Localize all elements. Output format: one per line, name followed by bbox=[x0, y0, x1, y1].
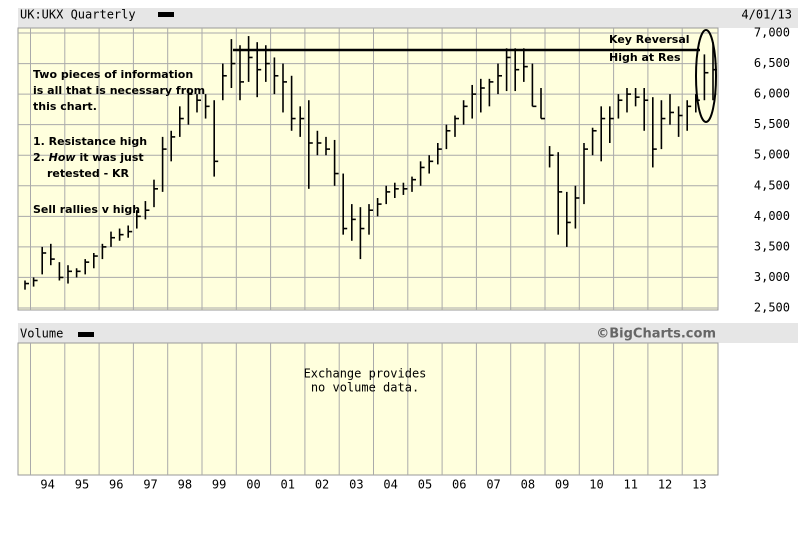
x-tick-label: 07 bbox=[486, 478, 500, 492]
annotation: Key Reversal bbox=[609, 33, 690, 46]
y-tick-label: 3,500 bbox=[754, 239, 790, 253]
volume-note: no volume data. bbox=[311, 381, 419, 395]
x-tick-label: 05 bbox=[418, 478, 432, 492]
title-marker bbox=[158, 12, 174, 17]
header-bar bbox=[18, 8, 798, 28]
x-tick-label: 95 bbox=[75, 478, 89, 492]
x-tick-label: 13 bbox=[692, 478, 706, 492]
y-tick-label: 3,000 bbox=[754, 270, 790, 284]
x-tick-label: 01 bbox=[281, 478, 295, 492]
y-tick-label: 2,500 bbox=[754, 300, 790, 314]
annotation: How bbox=[49, 151, 77, 164]
annotation: 1. Resistance high bbox=[33, 135, 147, 148]
x-tick-label: 96 bbox=[109, 478, 123, 492]
annotation: Sell rallies v high bbox=[33, 203, 140, 216]
annotation: Two pieces of information bbox=[33, 68, 193, 81]
reversal-circle bbox=[695, 29, 717, 123]
volume-title: Volume bbox=[20, 327, 63, 341]
y-tick-label: 7,000 bbox=[754, 26, 790, 40]
volume-note: Exchange provides bbox=[304, 367, 427, 381]
annotation: High at Res bbox=[609, 51, 681, 64]
x-tick-label: 12 bbox=[658, 478, 672, 492]
x-tick-label: 94 bbox=[40, 478, 54, 492]
annotation: 2. How it was just bbox=[33, 151, 144, 164]
source: ©BigCharts.com bbox=[596, 327, 716, 342]
x-tick-label: 99 bbox=[212, 478, 226, 492]
y-tick-label: 6,500 bbox=[754, 56, 790, 70]
y-tick-label: 5,000 bbox=[754, 148, 790, 162]
x-tick-label: 00 bbox=[246, 478, 260, 492]
x-tick-label: 08 bbox=[521, 478, 535, 492]
y-tick-label: 6,000 bbox=[754, 87, 790, 101]
volume-marker bbox=[78, 332, 94, 337]
y-tick-label: 4,000 bbox=[754, 209, 790, 223]
price-panel bbox=[17, 27, 719, 311]
x-tick-label: 02 bbox=[315, 478, 329, 492]
volume-header bbox=[18, 323, 798, 343]
x-tick-label: 98 bbox=[178, 478, 192, 492]
x-tick-label: 11 bbox=[624, 478, 638, 492]
annotation: is all that is necessary from bbox=[33, 84, 205, 97]
chart-title: UK:UKX Quarterly bbox=[20, 8, 136, 22]
x-tick-label: 03 bbox=[349, 478, 363, 492]
x-tick-label: 10 bbox=[589, 478, 603, 492]
annotation: 2. bbox=[33, 151, 49, 164]
y-tick-label: 5,500 bbox=[754, 117, 790, 131]
annotation: retested - KR bbox=[47, 167, 129, 180]
volume-panel bbox=[17, 342, 719, 476]
y-tick-label: 4,500 bbox=[754, 178, 790, 192]
annotation: it was just bbox=[76, 151, 144, 164]
x-tick-label: 06 bbox=[452, 478, 466, 492]
price-bars bbox=[24, 36, 717, 290]
x-tick-label: 04 bbox=[383, 478, 397, 492]
annotation: this chart. bbox=[33, 100, 97, 113]
x-tick-label: 09 bbox=[555, 478, 569, 492]
chart-date: 4/01/13 bbox=[741, 8, 792, 22]
x-tick-label: 97 bbox=[143, 478, 157, 492]
